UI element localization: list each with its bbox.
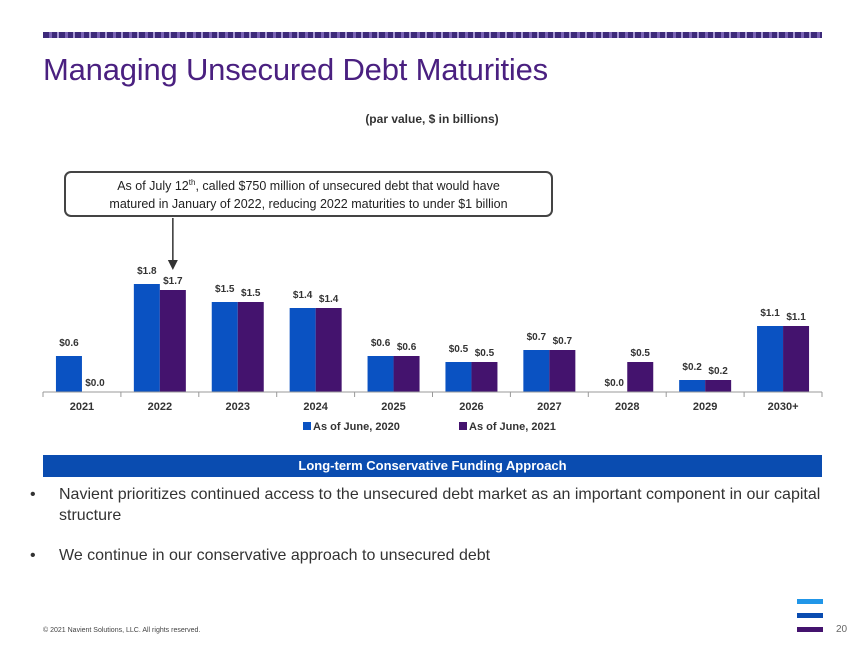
bar-value-label: $1.5 bbox=[241, 288, 261, 299]
legend-swatch bbox=[459, 422, 467, 430]
bullet-text: Navient prioritizes continued access to … bbox=[59, 486, 821, 524]
x-tick-label: 2029 bbox=[693, 401, 717, 413]
bar-value-label: $1.1 bbox=[786, 312, 806, 323]
bar-june-2020 bbox=[55, 356, 82, 392]
navient-logo-icon bbox=[797, 599, 823, 635]
logo-bar-middle bbox=[797, 613, 823, 618]
bar-value-label: $1.7 bbox=[163, 276, 183, 287]
bullet-item: • We continue in our conservative approa… bbox=[30, 545, 830, 566]
bar-june-2021 bbox=[705, 380, 732, 392]
bar-june-2021 bbox=[237, 302, 264, 392]
x-tick-label: 2022 bbox=[148, 401, 172, 413]
bullet-text: We continue in our conservative approach… bbox=[59, 547, 491, 564]
bar-value-label: $0.2 bbox=[682, 362, 702, 373]
copyright-notice: © 2021 Navient Solutions, LLC. All right… bbox=[43, 627, 201, 634]
bullet-marker: • bbox=[30, 486, 36, 503]
bar-value-label: $1.4 bbox=[319, 294, 339, 305]
callout-line-2: matured in January of 2022, reducing 202… bbox=[109, 197, 508, 211]
bar-june-2021 bbox=[549, 350, 576, 392]
x-tick-label: 2025 bbox=[381, 401, 405, 413]
logo-bar-bottom bbox=[797, 627, 823, 632]
bar-value-label: $0.5 bbox=[449, 344, 469, 355]
bar-june-2020 bbox=[445, 362, 472, 392]
bullet-item: • Navient prioritizes continued access t… bbox=[30, 484, 830, 526]
callout-superscript: th bbox=[188, 177, 196, 187]
callout-box: As of July 12th, called $750 million of … bbox=[64, 171, 553, 217]
header-stripe bbox=[43, 32, 822, 38]
bar-value-label: $0.7 bbox=[553, 336, 573, 347]
bar-value-label: $0.0 bbox=[85, 378, 105, 389]
bar-june-2021 bbox=[315, 308, 342, 392]
x-tick-label: 2027 bbox=[537, 401, 561, 413]
bar-june-2020 bbox=[523, 350, 550, 392]
x-tick-label: 2030+ bbox=[768, 401, 799, 413]
bar-value-label: $0.5 bbox=[475, 348, 495, 359]
bar-value-label: $0.5 bbox=[631, 348, 651, 359]
bar-value-label: $0.6 bbox=[371, 338, 391, 349]
bar-june-2021 bbox=[627, 362, 654, 392]
bar-value-label: $1.5 bbox=[215, 284, 235, 295]
callout-line-1-prefix: As of July 12 bbox=[117, 179, 189, 193]
bar-value-label: $0.6 bbox=[397, 342, 417, 353]
bar-value-label: $0.7 bbox=[527, 332, 547, 343]
x-tick-label: 2026 bbox=[459, 401, 483, 413]
bar-june-2020 bbox=[367, 356, 394, 392]
x-tick-label: 2024 bbox=[303, 401, 328, 413]
debt-maturities-chart: $0.6 $0.0 2021 $1.8 $1.7 2022 $1.5 $1.5 2023 $1.4… bbox=[42, 218, 823, 433]
bar-value-label: $0.2 bbox=[708, 366, 728, 377]
bar-june-2021 bbox=[393, 356, 420, 392]
page-number: 20 bbox=[836, 624, 848, 635]
bar-june-2020 bbox=[133, 284, 160, 392]
x-tick-label: 2021 bbox=[70, 401, 94, 413]
bar-june-2021 bbox=[471, 362, 498, 392]
bullet-marker: • bbox=[30, 547, 36, 564]
callout-arrow-head bbox=[167, 260, 178, 270]
bar-value-label: $1.1 bbox=[760, 308, 780, 319]
bullet-list: • Navient prioritizes continued access t… bbox=[30, 484, 830, 566]
callout-line-1-suffix: , called $750 million of unsecured debt … bbox=[195, 179, 500, 193]
bar-june-2021 bbox=[783, 326, 810, 392]
bar-value-label: $1.4 bbox=[293, 290, 313, 301]
bar-june-2020 bbox=[289, 308, 316, 392]
funding-approach-banner: Long-term Conservative Funding Approach bbox=[43, 455, 822, 477]
x-tick-label: 2028 bbox=[615, 401, 639, 413]
x-tick-label: 2023 bbox=[226, 401, 250, 413]
bar-value-label: $1.8 bbox=[137, 266, 157, 277]
bar-june-2020 bbox=[757, 326, 784, 392]
logo-bar-top bbox=[797, 599, 823, 604]
legend-label: As of June, 2020 bbox=[313, 421, 400, 433]
bar-value-label: $0.6 bbox=[59, 338, 79, 349]
chart-subtitle: (par value, $ in billions) bbox=[365, 112, 499, 126]
bar-value-label: $0.0 bbox=[605, 378, 625, 389]
bar-june-2021 bbox=[159, 290, 186, 392]
slide-title: Managing Unsecured Debt Maturities bbox=[43, 52, 548, 87]
bar-june-2020 bbox=[679, 380, 706, 392]
legend-swatch bbox=[303, 422, 311, 430]
legend-label: As of June, 2021 bbox=[469, 421, 556, 433]
bar-june-2020 bbox=[211, 302, 238, 392]
callout-line-1: As of July 12th, called $750 million of … bbox=[66, 177, 551, 195]
